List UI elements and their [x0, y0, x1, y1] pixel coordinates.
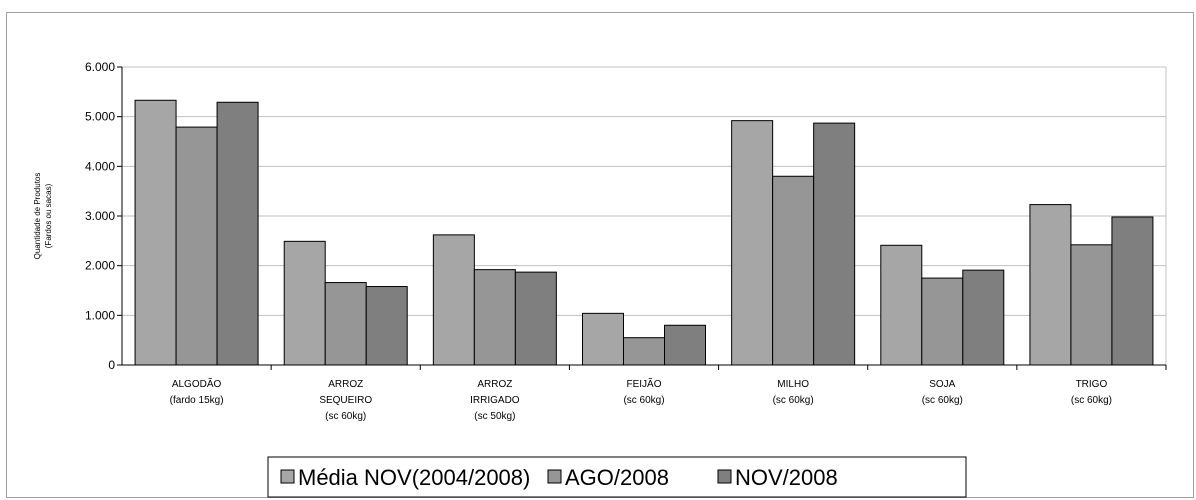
x-category-label: MILHO: [777, 379, 809, 390]
bar: [134, 99, 177, 366]
x-category-label: (sc 50kg): [474, 411, 515, 422]
axes: [117, 66, 1167, 370]
x-category-label: (fardo 15kg): [170, 395, 224, 406]
bar: [664, 324, 706, 366]
bar: [921, 277, 964, 366]
legend-swatch: [717, 469, 732, 484]
y-tick-label: 5.000: [85, 110, 115, 124]
x-category-label: SOJA: [929, 379, 955, 390]
x-category-label: ARROZ: [477, 379, 512, 390]
x-category-label: SEQUEIRO: [319, 395, 372, 406]
x-category-label: (sc 60kg): [623, 395, 664, 406]
bar: [432, 234, 475, 366]
y-tick-label: 1.000: [85, 308, 115, 322]
x-category-label: ALGODÃO: [172, 377, 222, 390]
bar: [473, 269, 516, 366]
legend: Média NOV(2004/2008) AGO/2008 NOV/2008: [267, 456, 967, 498]
bar: [216, 101, 259, 366]
x-category-label: TRIGO: [1076, 379, 1108, 390]
x-category-label: (sc 60kg): [922, 395, 963, 406]
bar: [962, 269, 1005, 366]
legend-box: [267, 456, 967, 498]
bar: [175, 126, 218, 366]
legend-entry: Média NOV(2004/2008): [298, 465, 530, 490]
x-category-label: IRRIGADO: [470, 395, 520, 406]
x-category-labels: ALGODÃO (fardo 15kg) ARROZ SEQUEIRO (sc 60kg…: [170, 377, 1112, 422]
bars: [134, 99, 1154, 366]
y-tick-label: 0: [108, 358, 115, 372]
x-category-label: (sc 60kg): [773, 395, 814, 406]
bar: [365, 286, 408, 366]
bar: [880, 244, 923, 366]
bar: [1070, 244, 1113, 366]
bar: [731, 120, 774, 366]
bar: [514, 271, 557, 366]
bar: [324, 282, 367, 366]
bar: [623, 337, 665, 366]
y-axis-label: Quantidade de Produtos (Fardos ou sacas): [33, 173, 53, 260]
x-category-label: (sc 60kg): [1071, 395, 1112, 406]
bar: [813, 122, 856, 366]
gridlines: [122, 66, 1167, 365]
bar: [582, 312, 624, 366]
y-tick-labels: 0 1.000 2.000 3.000 4.000 5.000 6.000: [85, 60, 115, 372]
y-tick-label: 3.000: [85, 209, 115, 223]
bar: [283, 240, 326, 366]
bar: [1029, 204, 1072, 366]
y-tick-label: 4.000: [85, 159, 115, 173]
y-tick-label: 6.000: [85, 60, 115, 74]
legend-swatch: [547, 469, 562, 484]
x-category-label: (sc 60kg): [325, 411, 366, 422]
x-category-label: ARROZ: [328, 379, 363, 390]
legend-entry: AGO/2008: [565, 465, 669, 490]
y-tick-label: 2.000: [85, 259, 115, 273]
x-category-label: FEIJÃO: [626, 377, 661, 390]
bar: [772, 175, 815, 366]
legend-swatch: [280, 469, 295, 484]
bar: [1111, 216, 1154, 366]
legend-entry: NOV/2008: [735, 465, 838, 490]
